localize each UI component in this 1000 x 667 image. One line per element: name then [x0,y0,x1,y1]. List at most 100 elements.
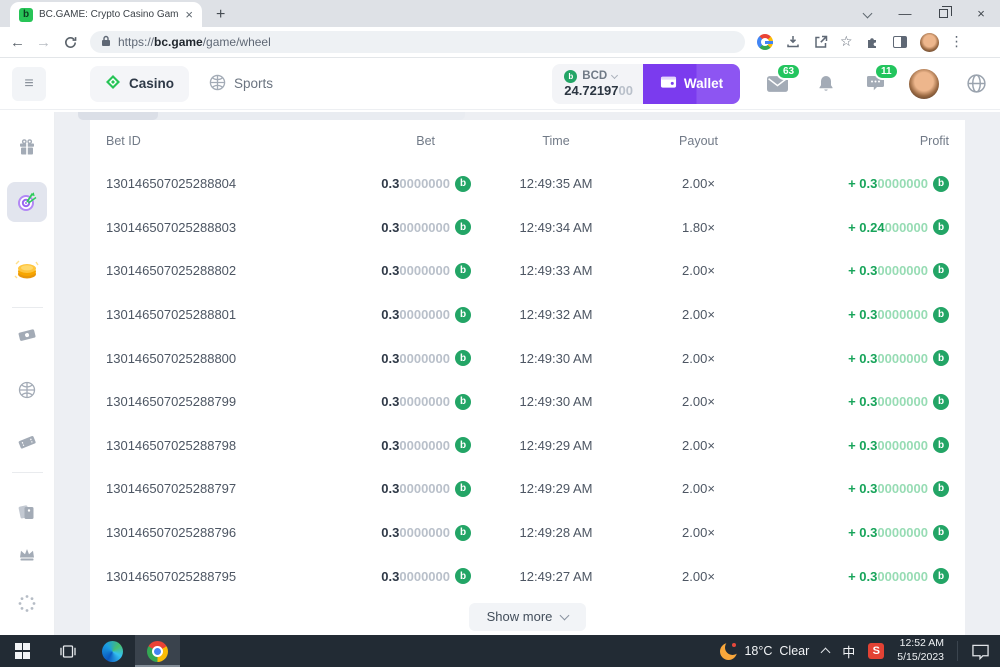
bet-amount-bold: 0.3 [381,307,400,323]
sidebar-item-coins[interactable] [7,250,47,290]
bet-amount: 0.30000000 [381,438,450,453]
balance-selector[interactable]: b BCD 24.7219700 [552,63,643,104]
table-row[interactable]: 130146507025288803 0.30000000 b 12:49:34… [90,206,965,250]
bet-amount-bold: 0.3 [381,568,400,584]
bcd-coin-icon: b [933,175,949,192]
wallet-button[interactable]: Wallet [643,63,740,104]
windows-logo-icon [14,643,31,659]
task-view-button[interactable] [45,635,90,667]
bcd-coin-icon: b [455,262,471,279]
site-header: ≡ Casino Sports b BCD 24.7219700 Wallet [0,58,1000,110]
close-window-button[interactable]: × [977,6,985,21]
bets-table-rows: 130146507025288804 0.30000000 b 12:49:35… [90,162,965,598]
sidebar-item-target[interactable] [7,182,47,222]
side-panel-icon[interactable] [892,34,909,51]
bet-amount-zeros: 0000000 [399,394,450,410]
edge-taskbar-button[interactable] [90,635,135,667]
weather-widget[interactable]: 18°C Clear [720,639,809,660]
table-row[interactable]: 130146507025288798 0.30000000 b 12:49:29… [90,424,965,468]
tray-divider [957,641,958,661]
browser-menu-icon[interactable]: ⋮ [949,34,964,50]
bet-id-cell: 130146507025288795 [106,568,237,584]
clock-date: 5/15/2023 [897,651,944,663]
restore-button[interactable] [924,0,962,27]
balance-dim: 00 [618,82,633,98]
download-tray-icon[interactable] [784,34,801,51]
action-center-icon[interactable] [971,643,990,660]
language-globe-button[interactable] [964,72,988,96]
profit-amount-zeros: 0000000 [877,307,928,323]
profit-amount-zeros: 0000000 [877,525,928,541]
tab-close-icon[interactable]: × [185,7,193,22]
browser-tab-bar: b BC.GAME: Crypto Casino Games × + — × [0,0,1000,27]
forward-button[interactable]: → [36,33,51,51]
table-row[interactable]: 130146507025288802 0.30000000 b 12:49:33… [90,249,965,293]
tray-expand-icon[interactable] [820,647,831,658]
extensions-puzzle-icon[interactable] [864,34,881,51]
time-cell: 12:49:30 AM [519,394,593,410]
table-row[interactable]: 130146507025288795 0.30000000 b 12:49:27… [90,554,965,598]
sidebar-toggle-button[interactable]: ≡ [12,66,46,101]
table-row[interactable]: 130146507025288799 0.30000000 b 12:49:30… [90,380,965,424]
minimize-button[interactable]: — [898,6,912,21]
bcd-coin-icon: b [455,219,471,236]
bet-amount-bold: 0.3 [381,263,400,279]
sidebar-item-crown[interactable] [18,547,36,562]
address-bar[interactable]: https://bc.game/game/wheel [90,31,745,53]
sidebar-item-cards[interactable] [18,503,37,521]
header-right: b BCD 24.7219700 Wallet 63 11 [552,62,988,104]
browser-profile-avatar[interactable] [919,32,939,52]
chevron-down-icon [611,71,619,79]
messages-button[interactable]: 63 [765,62,802,96]
bet-cell: 0.30000000 b [306,262,471,279]
sidebar-item-basketball[interactable] [18,381,36,399]
sidebar-item-ticket[interactable] [18,327,37,344]
moon-weather-icon [720,639,741,660]
profile-avatar[interactable] [909,68,939,99]
time-cell: 12:49:29 AM [519,481,593,497]
sogou-input-icon[interactable]: S [868,643,885,659]
notifications-button[interactable] [814,72,838,96]
table-row[interactable]: 130146507025288804 0.30000000 b 12:49:35… [90,162,965,206]
payout-cell: 2.00× [682,176,715,192]
col-bet: Bet [416,134,435,148]
start-button[interactable] [0,635,45,667]
table-row[interactable]: 130146507025288801 0.30000000 b 12:49:32… [90,293,965,337]
table-row[interactable]: 130146507025288796 0.30000000 b 12:49:28… [90,511,965,555]
casino-diamond-icon [105,74,121,93]
payout-cell: 2.00× [682,394,715,410]
bet-amount: 0.30000000 [381,176,450,191]
back-button[interactable]: ← [10,33,25,51]
chrome-taskbar-button[interactable] [135,635,180,667]
messages-badge: 63 [776,62,802,80]
bookmark-star-icon[interactable]: ☆ [840,34,853,50]
chat-button[interactable]: 11 [863,62,899,96]
bet-amount-bold: 0.3 [381,394,400,410]
bet-id-cell: 130146507025288796 [106,525,237,541]
url-text: https://bc.game/game/wheel [118,35,271,49]
url-domain: bc.game [154,35,203,49]
table-row[interactable]: 130146507025288797 0.30000000 b 12:49:29… [90,467,965,511]
ime-indicator[interactable]: 中 [842,644,856,660]
sidebar-item-gift[interactable] [18,138,36,156]
table-row[interactable]: 130146507025288800 0.30000000 b 12:49:30… [90,336,965,380]
sports-tab[interactable]: Sports [209,74,273,94]
tab-search-button[interactable] [848,0,886,27]
bet-cell: 0.30000000 b [306,219,471,236]
profit-amount-zeros: 0000000 [877,176,928,192]
taskbar-clock[interactable]: 12:52 AM 5/15/2023 [897,637,944,664]
new-tab-button[interactable]: + [216,6,226,23]
bet-cell: 0.30000000 b [306,480,471,497]
casino-tab[interactable]: Casino [90,65,190,102]
share-icon[interactable] [812,34,829,51]
google-icon[interactable] [756,34,773,51]
reload-button[interactable] [62,34,79,51]
browser-tab[interactable]: b BC.GAME: Crypto Casino Games × [10,2,202,27]
url-path: /game/wheel [202,35,271,49]
bets-tab-strip-partial[interactable] [100,112,465,120]
sidebar-item-raffle-ticket[interactable] [18,434,37,451]
bets-tab-strip-active-segment[interactable] [78,112,158,120]
sidebar-item-community[interactable] [18,594,37,613]
chrome-icon [147,640,168,662]
show-more-button[interactable]: Show more [468,602,587,631]
